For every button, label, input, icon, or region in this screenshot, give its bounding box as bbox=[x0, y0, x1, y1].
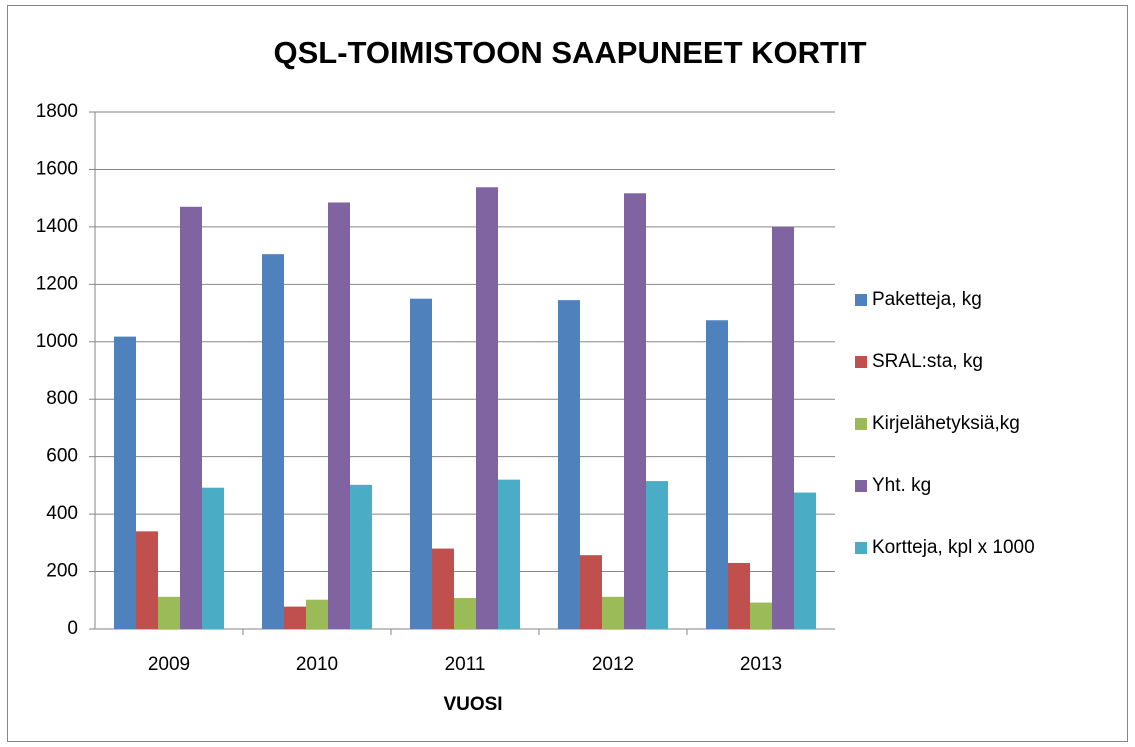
legend-label: SRAL:sta, kg bbox=[872, 351, 983, 372]
legend-swatch bbox=[855, 356, 867, 368]
legend-swatch bbox=[855, 542, 867, 554]
bar bbox=[180, 206, 202, 630]
bar bbox=[558, 300, 580, 629]
bar bbox=[728, 562, 750, 629]
y-tick-label: 600 bbox=[46, 446, 78, 467]
bar bbox=[410, 298, 432, 629]
bar bbox=[772, 226, 794, 629]
y-tick-label: 1200 bbox=[36, 273, 78, 294]
x-tick-label: 2012 bbox=[592, 654, 634, 675]
x-tick-label: 2010 bbox=[296, 654, 338, 675]
bar bbox=[580, 555, 602, 629]
bar bbox=[284, 606, 306, 629]
bar bbox=[750, 602, 772, 629]
y-tick-label: 1600 bbox=[36, 158, 78, 179]
x-tick-label: 2011 bbox=[445, 654, 486, 675]
bar bbox=[706, 320, 728, 629]
legend-label: Paketteja, kg bbox=[872, 289, 982, 310]
y-tick-label: 400 bbox=[46, 503, 78, 524]
chart-title: QSL-TOIMISTOON SAAPUNEET KORTIT bbox=[273, 35, 866, 70]
y-tick-label: 1000 bbox=[36, 331, 78, 352]
x-tick-label: 2009 bbox=[148, 654, 190, 675]
legend-label: Kortteja, kpl x 1000 bbox=[872, 537, 1035, 558]
y-tick-label: 200 bbox=[46, 561, 78, 582]
bar bbox=[350, 484, 372, 629]
bar bbox=[602, 596, 624, 629]
bar bbox=[498, 479, 520, 629]
bar bbox=[136, 531, 158, 629]
bar bbox=[646, 481, 668, 629]
legend-label: Yht. kg bbox=[872, 475, 931, 496]
bar bbox=[454, 597, 476, 629]
y-tick-label: 800 bbox=[46, 388, 78, 409]
bar bbox=[202, 487, 224, 629]
bar bbox=[476, 187, 498, 629]
bar bbox=[114, 336, 136, 629]
x-tick-label: 2013 bbox=[740, 654, 782, 675]
x-axis-title: VUOSI bbox=[443, 694, 502, 715]
bar bbox=[794, 492, 816, 629]
y-tick-label: 1400 bbox=[36, 216, 78, 237]
y-tick-label: 0 bbox=[67, 618, 78, 639]
bar bbox=[262, 254, 284, 630]
legend-swatch bbox=[855, 480, 867, 492]
bar bbox=[624, 193, 646, 630]
bar bbox=[432, 548, 454, 629]
y-tick-label: 1800 bbox=[36, 101, 78, 122]
legend-swatch bbox=[855, 418, 867, 430]
bar bbox=[328, 202, 350, 629]
bar bbox=[306, 599, 328, 629]
bar bbox=[158, 596, 180, 629]
legend-swatch bbox=[855, 294, 867, 306]
legend-label: Kirjelähetyksiä,kg bbox=[872, 413, 1020, 434]
